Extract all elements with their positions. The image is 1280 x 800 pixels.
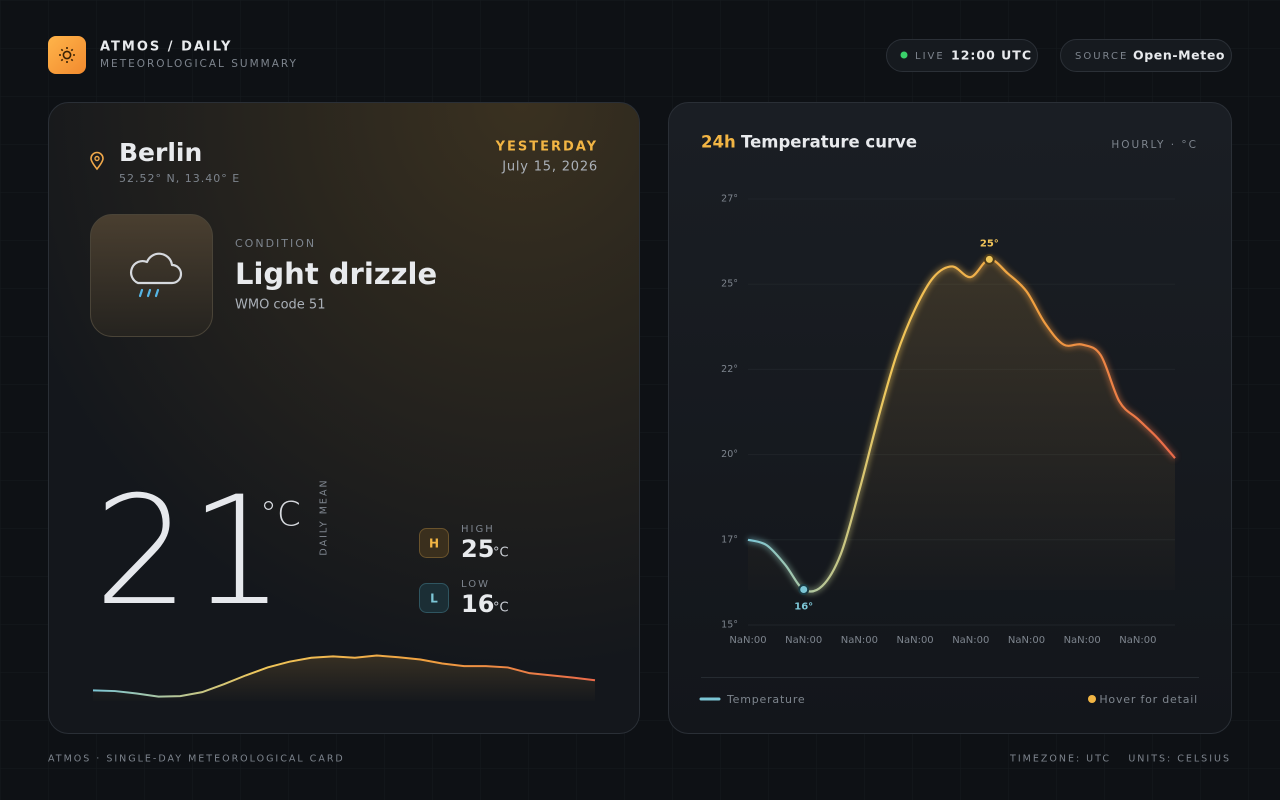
sparkline: [92, 654, 596, 698]
legend-hint: Hover for detail: [1099, 693, 1198, 706]
x-tick-label: NaN:00: [896, 635, 933, 646]
chart-subtitle: HOURLY · °C: [1111, 139, 1198, 151]
high-label: HIGH: [461, 524, 495, 535]
y-tick-label: 27°: [721, 194, 738, 205]
coords: 52.52° N, 13.40° E: [119, 172, 240, 185]
low-badge-text: L: [430, 592, 438, 606]
city: Berlin: [119, 138, 202, 167]
live-pill: [886, 39, 1038, 72]
y-tick-label: 15°: [721, 620, 738, 631]
temperature-line: [747, 258, 1176, 593]
source-label: SOURCE: [1075, 51, 1128, 62]
condition-label: CONDITION: [235, 237, 316, 250]
x-tick-label: NaN:00: [1119, 635, 1156, 646]
y-tick-label: 25°: [721, 279, 738, 290]
low: 16: [461, 590, 494, 618]
footer-left: ATMOS · SINGLE-DAY METEOROLOGICAL CARD: [48, 754, 345, 765]
mean-label: DAILY MEAN: [319, 478, 330, 555]
logo-icon: [59, 47, 75, 63]
logo: [48, 36, 86, 74]
footer-timezone: TIMEZONE: UTC: [1009, 754, 1111, 765]
high-unit: °C: [493, 546, 509, 561]
high: 25: [461, 535, 494, 563]
y-tick-label: 17°: [721, 534, 738, 545]
pin-dot: [94, 155, 100, 162]
pin-icon: [90, 151, 104, 171]
max-label: 25°: [980, 238, 999, 249]
x-tick-label: NaN:00: [785, 635, 822, 646]
chart-title: Temperature curve: [741, 133, 917, 152]
condition-icon-box: [90, 214, 213, 337]
x-tick-label: NaN:00: [841, 635, 878, 646]
brand: ATMOS / DAILY: [100, 40, 232, 55]
mean-unit: °C: [260, 495, 301, 535]
brand-subtitle: METEOROLOGICAL SUMMARY: [100, 58, 298, 70]
low-label: LOW: [461, 579, 490, 590]
time: 12:00 UTC: [951, 48, 1032, 63]
source: Open-Meteo: [1133, 48, 1225, 63]
live-dot: [900, 51, 908, 59]
mean-temp: 21: [94, 465, 285, 639]
live-label: LIVE: [915, 51, 945, 62]
legend-label: Temperature: [726, 693, 805, 706]
source-pill: [1060, 39, 1232, 72]
x-tick-label: NaN:00: [952, 635, 989, 646]
max-marker: [983, 253, 995, 265]
x-tick-label: NaN:00: [1064, 635, 1101, 646]
y-tick-label: 20°: [721, 449, 738, 460]
drizzle-icon: [129, 252, 183, 298]
condition: Light drizzle: [235, 257, 437, 291]
low-badge: [419, 583, 449, 613]
footer-units: UNITS: CELSIUS: [1128, 754, 1231, 765]
high-badge-text: H: [429, 537, 439, 551]
wmo-code: WMO code 51: [235, 298, 325, 313]
min-label: 16°: [794, 602, 813, 613]
chart-title-prefix: 24h: [701, 133, 736, 152]
x-tick-label: NaN:00: [729, 635, 766, 646]
date: July 15, 2026: [501, 160, 598, 175]
x-tick-label: NaN:00: [1008, 635, 1045, 646]
hint-dot: [1088, 695, 1096, 703]
min-marker: [798, 584, 810, 595]
day: YESTERDAY: [495, 140, 598, 155]
low-unit: °C: [493, 601, 509, 616]
high-badge: [419, 528, 449, 558]
y-tick-label: 22°: [721, 364, 738, 375]
